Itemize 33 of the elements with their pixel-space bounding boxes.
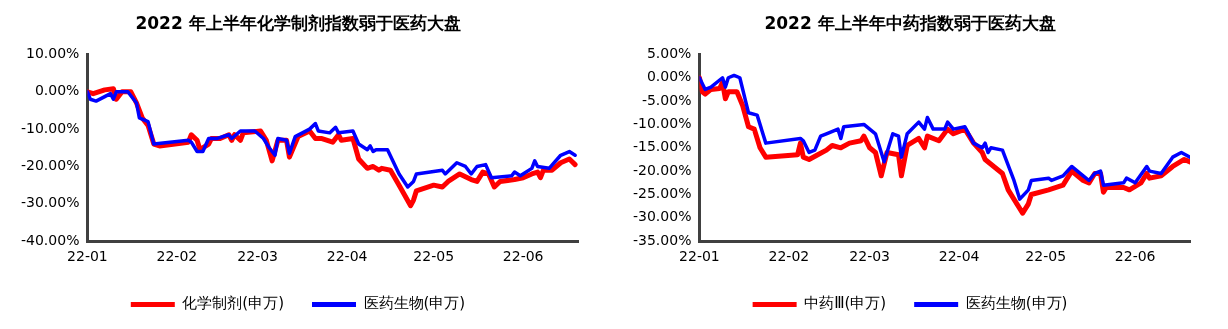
chart-title: 2022 年上半年中药指数弱于医药大盘 <box>764 12 1056 33</box>
y-tick-label: -35.00% <box>633 231 692 248</box>
y-tick-label: 5.00% <box>646 45 692 62</box>
y-tick-label: -15.00% <box>633 138 692 155</box>
y-tick-label: -30.00% <box>21 194 80 211</box>
legend-label: 化学制剂(申万) <box>182 294 285 313</box>
y-tick-label: 0.00% <box>646 68 692 85</box>
y-tick-label: -40.00% <box>21 231 80 248</box>
y-tick-label: -10.00% <box>633 115 692 132</box>
legend-label: 医药生物(申万) <box>965 294 1068 313</box>
x-tick-label: 22-01 <box>67 248 108 265</box>
x-tick-label: 22-04 <box>326 248 368 265</box>
y-tick-label: -5.00% <box>641 91 692 108</box>
y-tick-label: -30.00% <box>633 208 692 225</box>
x-tick-label: 22-01 <box>679 248 720 265</box>
x-tick-label: 22-06 <box>1114 248 1156 265</box>
x-tick-label: 22-05 <box>413 248 455 265</box>
y-tick-label: -25.00% <box>633 185 692 202</box>
x-tick-label: 22-03 <box>237 248 279 265</box>
x-tick-label: 22-04 <box>938 248 980 265</box>
y-tick-label: 10.00% <box>26 45 80 62</box>
x-tick-label: 22-03 <box>849 248 891 265</box>
y-tick-label: -20.00% <box>21 157 80 174</box>
y-tick-label: 0.00% <box>34 82 80 99</box>
legend-label: 中药Ⅲ(申万) <box>804 294 887 313</box>
x-tick-label: 22-02 <box>156 248 198 265</box>
legend-label: 医药生物(申万) <box>363 294 466 313</box>
x-tick-label: 22-06 <box>502 248 544 265</box>
y-tick-label: -20.00% <box>633 161 692 178</box>
y-tick-label: -10.00% <box>21 119 80 136</box>
x-tick-label: 22-05 <box>1025 248 1067 265</box>
x-tick-label: 22-02 <box>768 248 810 265</box>
chart-title: 2022 年上半年化学制剂指数弱于医药大盘 <box>135 12 461 33</box>
